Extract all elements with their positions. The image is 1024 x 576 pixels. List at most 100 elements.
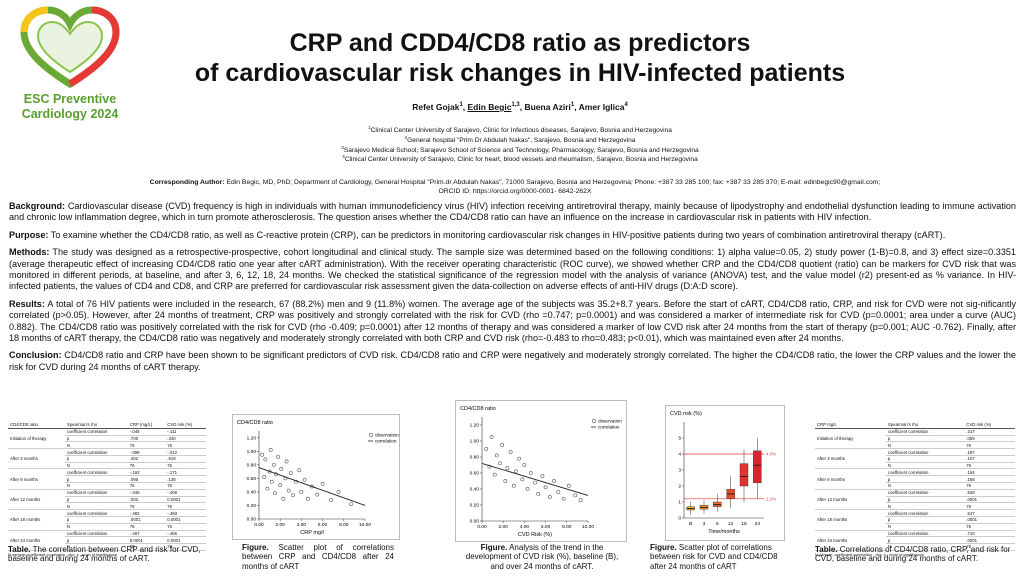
table-cell: .0001 — [964, 516, 1015, 524]
table-cell: .0001 — [964, 536, 1015, 545]
affiliations: 1Clinical Center University of Sarajevo,… — [150, 125, 890, 165]
table-cell: N — [885, 543, 965, 551]
table-cell: -.111 — [165, 428, 206, 436]
table-cell: N — [64, 482, 128, 490]
section: Purpose: To examine whether the CD4/CD8 … — [9, 230, 1016, 241]
row-group-label: After 12 months — [8, 489, 65, 511]
point — [260, 452, 265, 457]
table-cell: coefficient correlation — [64, 509, 128, 517]
table-row: p .700.340 — [8, 435, 206, 443]
section-text: Cardiovascular disease (CVD) frequency i… — [9, 201, 1016, 223]
table-row: After 24 months coefficient correlation -.… — [8, 530, 206, 551]
table-row: N 76 76 — [8, 502, 206, 511]
point — [552, 479, 556, 483]
table-cell: N — [64, 462, 128, 470]
figure: CD4/CD8 ratio 0.00 0.20 0.40 0.60 0.80 1.00 1.2… — [232, 414, 400, 540]
table-cell: N — [885, 523, 965, 531]
row-group-label: After 24 months — [815, 530, 886, 551]
y-tick-label: 0.20 — [247, 503, 257, 509]
author: Refet Gojak — [412, 102, 460, 112]
point — [498, 461, 502, 466]
x-tick-label: 2.00 — [499, 524, 509, 530]
point — [503, 479, 508, 483]
box — [739, 463, 749, 487]
table-note: N-sample; coefficient correlation - rho;… — [8, 551, 118, 557]
table-cell: -.098 — [127, 448, 166, 456]
y-tick-label: 0 — [678, 516, 681, 522]
table-cell: 76 — [127, 441, 166, 450]
table-cell: coefficient correlation — [885, 468, 965, 477]
table-cell: p — [64, 475, 128, 484]
point — [291, 493, 295, 498]
correspondence: Corresponding Author: Edin Begic, MD, Ph… — [40, 178, 990, 196]
data-table: CRP mg/L Spearman's rho CVD risk (%) Initia… — [815, 422, 1015, 551]
table-row: After 3 months coefficient correlation -.0… — [8, 448, 206, 470]
y-tick-label: 0.60 — [470, 471, 480, 477]
caption-text: Correlations of CD4/CD8 ratio, CRP, and … — [815, 545, 1011, 564]
affiliation: 3Sarajevo Medical School, Sarajevo Schoo… — [150, 145, 890, 156]
table-row: N 76 76 — [8, 441, 206, 450]
point — [540, 474, 545, 479]
table-cell: -.193 — [127, 468, 166, 477]
fit-line — [481, 462, 589, 496]
corresponding-text: Edin Begic, MD, PhD; Department of Cardi… — [226, 179, 881, 186]
x-axis-title: CVD Risk (%) — [518, 532, 552, 538]
point — [349, 502, 354, 507]
point — [543, 485, 548, 490]
table-caption: Table. The correlation between CRP and r… — [8, 545, 206, 564]
table-cell: p — [885, 475, 965, 484]
table-cell: 0.0001 — [127, 536, 166, 545]
point — [505, 466, 510, 471]
x-axis-title: Time/months — [708, 529, 740, 535]
table-cell: coefficient correlation — [64, 489, 128, 497]
table-cell: -.346 — [127, 489, 166, 497]
affiliation-number: 2 — [404, 134, 408, 140]
point — [500, 443, 505, 447]
y-tick-label: 0.00 — [247, 517, 257, 523]
table-cell: 0.0001 — [165, 496, 206, 504]
table-cell: N — [885, 462, 965, 470]
table-row: After 24 months coefficient correlation .7… — [815, 530, 1015, 551]
table-row: Initiation of therapy coefficient correla… — [8, 428, 206, 450]
point — [487, 464, 492, 469]
point — [578, 498, 583, 503]
table-row: p .107 — [815, 455, 1015, 463]
author: Buena Aziri — [524, 102, 571, 112]
table-cell: 76 — [127, 502, 166, 511]
y-tick-label: 0.60 — [247, 476, 257, 482]
table-cell: N — [885, 482, 965, 490]
section: Methods: The study was designed as a ret… — [9, 247, 1016, 293]
row-group-label: After 6 months — [815, 468, 886, 490]
point — [533, 480, 537, 485]
reference-label: 4.0% — [766, 452, 776, 457]
column-header: CD4/CD8 ratio — [8, 422, 65, 429]
table-cell: coefficient correlation — [64, 448, 128, 456]
table-panel: CD4/CD8 ratio Spearman's rho CRP (mg/L) CVD… — [8, 422, 206, 557]
point — [265, 486, 270, 491]
section: Conclusion: CD4/CD8 ratio and CRP have b… — [9, 350, 1016, 373]
author-affiliation: 1 — [570, 102, 575, 109]
point — [556, 490, 561, 495]
orcid: ORCID ID: https://orcid.org/0000-0001- 6… — [438, 188, 592, 195]
logo-line: Cardiology 2024 — [21, 107, 119, 121]
point — [536, 491, 541, 496]
table-row: N 76 — [815, 502, 1015, 511]
point — [520, 477, 525, 482]
caption-label: Table. — [8, 545, 31, 554]
point — [263, 457, 268, 462]
table-cell: N — [64, 502, 128, 511]
x-tick-label: 0.00 — [477, 524, 487, 530]
affiliation-number: 4 — [342, 154, 345, 160]
table-cell: coefficient correlation — [885, 530, 965, 538]
table-row: p 0.0001 0.0001 — [8, 536, 206, 545]
affiliation: 2General hospital "Prim Dr Abdulah Nakas… — [150, 134, 890, 146]
affiliation-text: General hospital "Prim Dr Abdulah Nakas"… — [407, 136, 636, 144]
table-cell: 76 — [127, 462, 166, 470]
legend-label: correlation — [598, 425, 620, 430]
abstract: Background: Cardiovascular disease (CVD)… — [9, 201, 1016, 379]
table-cell: p — [885, 455, 965, 463]
table-cell: 76 — [165, 462, 206, 470]
table-cell: 76 — [127, 482, 166, 490]
